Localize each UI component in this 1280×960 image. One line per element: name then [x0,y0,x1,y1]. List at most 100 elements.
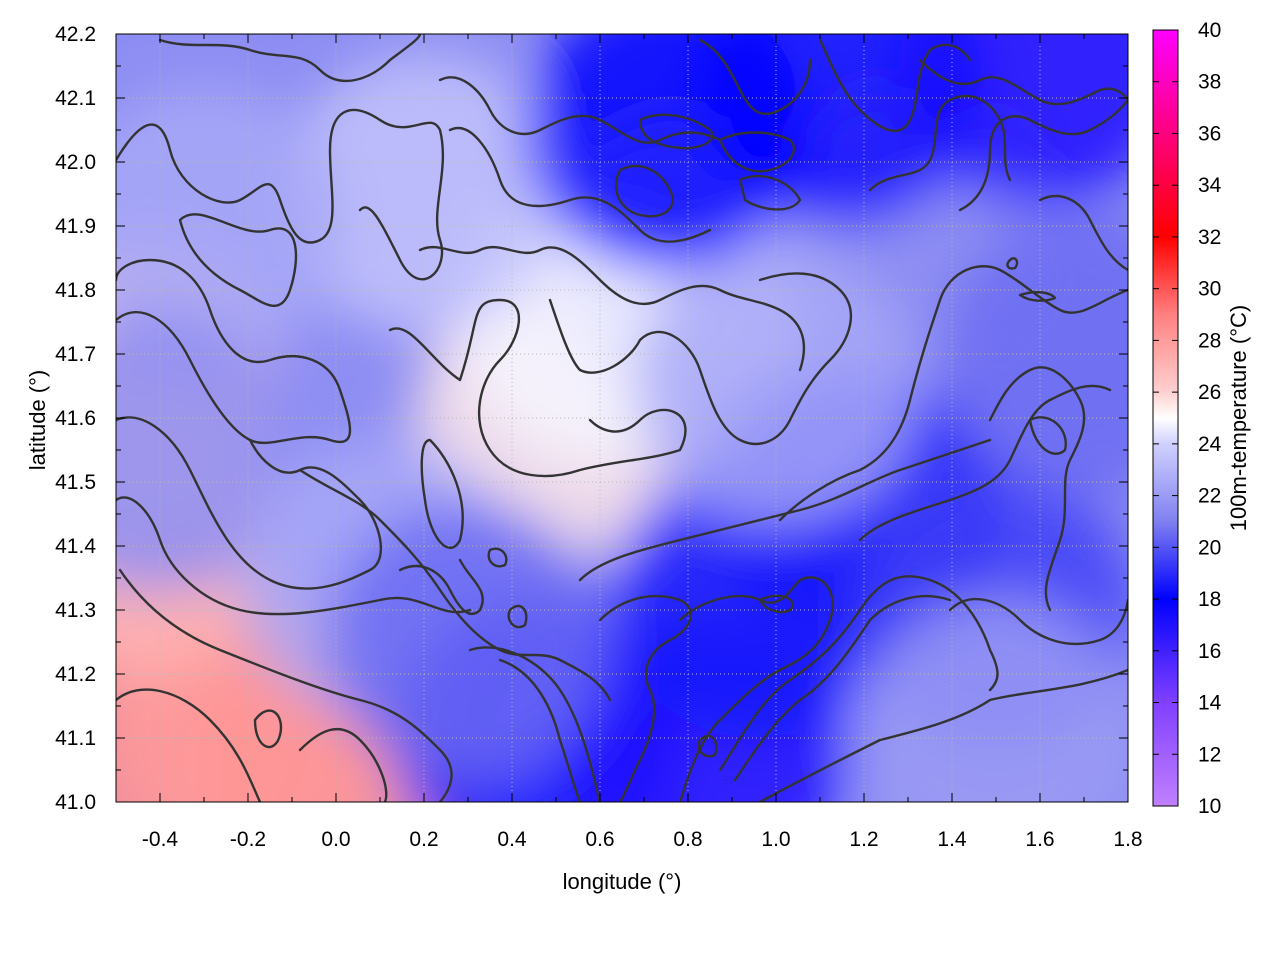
contour-line [487,547,508,568]
y-tick-label: 41.8 [55,279,96,302]
contour-line [718,575,999,772]
contour-line [116,496,472,616]
x-tick-labels: -0.4 -0.2 0.0 0.2 0.4 0.6 0.8 1.0 1.2 1.4 1.6 1.8 [142,828,1143,851]
contour-line [1038,194,1128,272]
contour-line [498,658,582,802]
contour-line [398,558,484,616]
y-tick-label: 41.5 [55,471,96,494]
contour-line [718,131,796,173]
contour-line [468,646,602,802]
x-axis-label: longitude (°) [563,869,682,894]
x-tick-label: 0.2 [409,828,438,851]
y-tick-label: 42.0 [55,151,96,174]
x-tick-label: 0.8 [673,828,702,851]
contour-line [918,58,1128,106]
contour-line [758,594,794,614]
colorbar-tick-label: 12 [1198,743,1221,766]
axis-ticks [115,33,1129,803]
colorbar-scale [1153,30,1178,806]
contour-line [438,76,722,144]
y-tick-label: 42.2 [55,23,96,46]
colorbar-tick-label: 32 [1198,226,1221,249]
colorbar-tick-label: 26 [1198,381,1221,404]
heat-field [116,34,1128,802]
colorbar-tick-label: 34 [1198,174,1222,197]
colorbar-tick-label: 30 [1198,278,1221,301]
x-tick-label: 1.0 [761,828,790,851]
contour-line [116,258,352,445]
contour-line [738,174,802,211]
y-tick-label: 42.1 [55,87,96,110]
colorbar-tick-label: 22 [1198,485,1221,508]
x-tick-label: 1.6 [1025,828,1054,851]
contour-line [253,709,283,749]
contour-line [116,688,262,802]
contour-lines [116,34,1128,802]
colorbar-tick-label: 14 [1198,692,1222,715]
y-tick-label: 41.9 [55,215,96,238]
x-tick-label: 1.4 [937,828,967,851]
y-tick-label: 41.3 [55,599,96,622]
colorbar-tick-label: 24 [1198,433,1222,456]
colorbar-tick-label: 38 [1198,71,1221,94]
contour-line [298,468,612,702]
contour-line [697,734,718,758]
x-tick-label: 1.8 [1113,828,1142,851]
contour-line [116,416,383,590]
colorbar-tick-labels: 10 12 14 16 18 20 22 24 26 28 30 32 34 36 38 40 [1198,19,1222,818]
x-tick-label: 0.6 [585,828,614,851]
colorbar-tick-label: 18 [1198,588,1221,611]
contour-line [988,366,1086,612]
contour-line [418,245,806,372]
contour-line [868,94,1012,192]
contour-line [298,728,388,802]
colorbar-tick-label: 36 [1198,122,1221,145]
colorbar-tick-label: 10 [1198,795,1221,818]
contour-line [698,38,812,116]
contour-line [948,597,1128,646]
colorbar-tick-label: 16 [1198,640,1221,663]
colorbar: 10 12 14 16 18 20 22 24 26 28 30 32 34 36 38 40 100m-te… [1152,19,1251,818]
contour-line [178,213,298,308]
contour-line [638,113,714,150]
x-tick-label: -0.4 [142,828,179,851]
contour-line [958,98,1128,212]
colorbar-ticks [1153,29,1178,807]
field-sample [327,501,609,783]
contour-line [733,594,952,782]
contour-line [758,668,1128,802]
y-axis-label: latitude (°) [25,370,50,471]
contour-line [858,384,1112,542]
contour-line [507,604,528,629]
contour-line [548,272,853,446]
contour-line [448,126,712,243]
x-tick-label: 1.2 [849,828,878,851]
contour-line [1018,290,1057,302]
colorbar-tick-label: 28 [1198,329,1221,352]
contour-line [420,438,464,549]
contour-line [598,594,692,802]
field-sample [943,213,1128,495]
y-tick-label: 41.2 [55,663,96,686]
x-tick-label: 0.0 [321,828,350,851]
colorbar-tick-label: 40 [1198,19,1221,42]
contour-line [158,34,422,83]
contour-line [614,164,674,218]
y-tick-label: 41.6 [55,407,96,430]
contour-line [1006,257,1019,270]
contour-line [778,265,1128,522]
field-sample [525,34,807,271]
y-tick-labels: 41.0 41.1 41.2 41.3 41.4 41.5 41.6 41.7 41.8 41.9… [55,23,96,814]
y-tick-label: 41.1 [55,727,96,750]
contour-line [118,568,453,802]
contour-line [116,108,445,281]
y-tick-label: 41.4 [55,535,96,558]
contour-line [578,438,992,582]
contour-line [818,38,972,132]
colorbar-frame [1152,29,1179,807]
x-tick-label: 0.4 [497,828,527,851]
y-tick-label: 41.0 [55,791,96,814]
x-tick-label: -0.2 [230,828,266,851]
contour-line [1028,416,1067,455]
